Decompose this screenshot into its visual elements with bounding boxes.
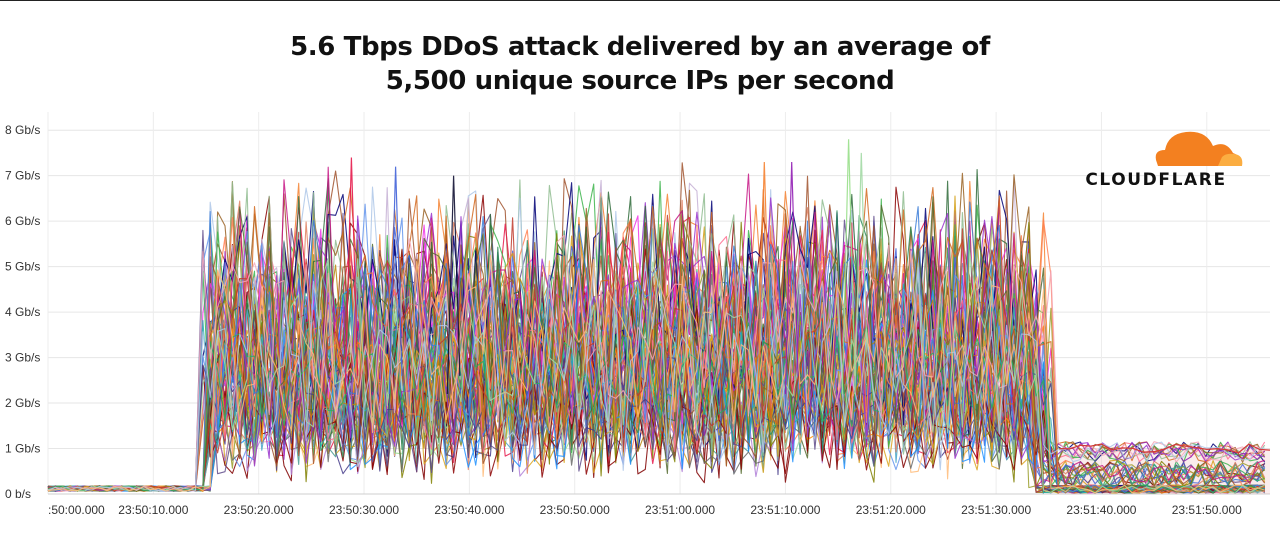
y-tick-label: 8 Gb/s <box>5 123 40 137</box>
cloudflare-wordmark: CLOUDFLARE <box>1085 170 1227 190</box>
y-axis: 0 b/s 1 Gb/s 2 Gb/s 3 Gb/s 4 Gb/s 5 Gb/s 6 Gb/… <box>5 123 40 501</box>
peak-spike-1 <box>344 157 359 395</box>
peak-spike-2 <box>388 166 403 395</box>
chart-title-line-2: 5,500 unique source IPs per second <box>385 66 895 96</box>
peak-spike-5 <box>841 139 856 395</box>
x-tick-label: 23:51:40.000 <box>1066 503 1136 517</box>
y-tick-label: 5 Gb/s <box>5 260 40 274</box>
peak-spike-4 <box>784 161 799 395</box>
peak-spike-6 <box>854 152 869 395</box>
peak-spike-7 <box>757 161 772 395</box>
y-tick-label: 6 Gb/s <box>5 214 40 228</box>
x-tick-label: 23:50:10.000 <box>118 503 188 517</box>
x-tick-label: 23:50:50.000 <box>540 503 610 517</box>
y-tick-label: 4 Gb/s <box>5 305 40 319</box>
x-axis: :50:00.000 23:50:10.000 23:50:20.000 23:50:… <box>48 503 1242 517</box>
x-tick-label: 23:51:20.000 <box>856 503 926 517</box>
chart-series-group <box>47 139 1271 494</box>
x-tick-label: 23:51:50.000 <box>1172 503 1242 517</box>
series-line-89 <box>47 257 1265 492</box>
top-border <box>0 0 1280 1</box>
x-tick-label: :50:00.000 <box>48 503 105 517</box>
chart-plot: 0 b/s 1 Gb/s 2 Gb/s 3 Gb/s 4 Gb/s 5 Gb/s 6 Gb/… <box>5 112 1271 517</box>
y-tick-label: 3 Gb/s <box>5 351 40 365</box>
chart-title-line-1: 5.6 Tbps DDoS attack delivered by an ave… <box>290 32 990 62</box>
x-tick-label: 23:50:20.000 <box>224 503 294 517</box>
chart-title: 5.6 Tbps DDoS attack delivered by an ave… <box>0 30 1280 98</box>
x-tick-label: 23:50:30.000 <box>329 503 399 517</box>
cloud-icon <box>1155 131 1243 166</box>
cloudflare-logo: CLOUDFLARE <box>1068 126 1248 190</box>
y-tick-label: 1 Gb/s <box>5 442 40 456</box>
x-tick-label: 23:50:40.000 <box>434 503 504 517</box>
post-attack-line <box>1059 443 1271 454</box>
series-line-87 <box>47 252 1265 494</box>
x-tick-label: 23:51:00.000 <box>645 503 715 517</box>
y-tick-label: 2 Gb/s <box>5 396 40 410</box>
x-tick-label: 23:51:10.000 <box>750 503 820 517</box>
y-tick-label: 0 b/s <box>5 487 31 501</box>
series-line-88 <box>47 234 1266 492</box>
series-line-81 <box>47 197 1265 492</box>
y-tick-label: 7 Gb/s <box>5 169 40 183</box>
series-line-90 <box>47 254 1265 494</box>
x-tick-label: 23:51:30.000 <box>961 503 1031 517</box>
peak-spike-3 <box>446 175 461 395</box>
